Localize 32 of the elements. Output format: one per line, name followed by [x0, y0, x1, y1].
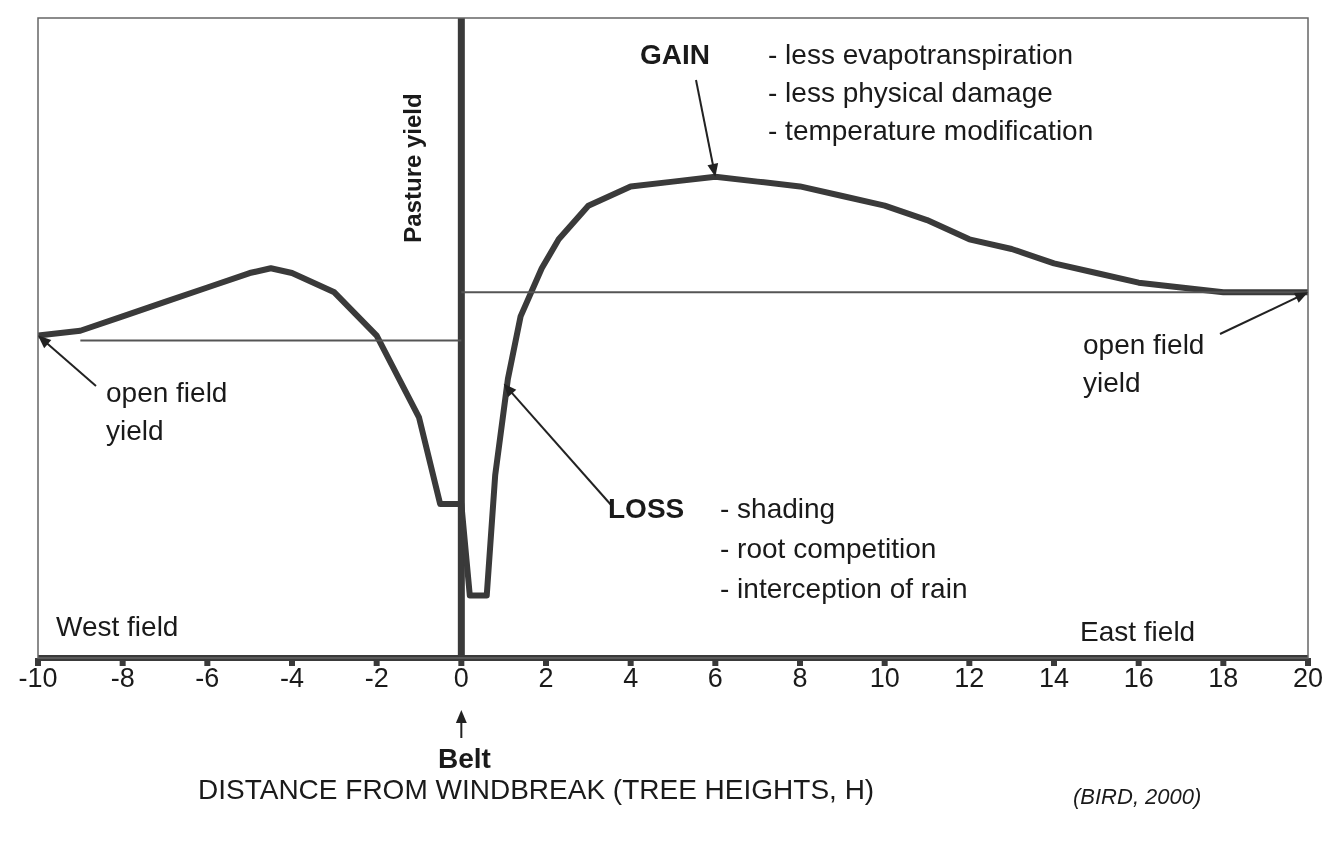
- x-tick-label: -10: [18, 663, 58, 694]
- x-tick-label: 10: [869, 663, 900, 694]
- annotation: open field yield: [1083, 328, 1206, 400]
- annotation: East field: [1080, 615, 1196, 649]
- x-tick-label: 20: [1292, 663, 1324, 694]
- x-tick-label: -8: [110, 663, 135, 694]
- x-tick-label: 0: [453, 663, 469, 694]
- annotation: - shading: [720, 492, 836, 526]
- x-tick-label: 18: [1208, 663, 1239, 694]
- annotation: open field yield: [106, 376, 229, 448]
- text: - less physical damage: [768, 76, 1053, 110]
- x-axis-title: DISTANCE FROM WINDBREAK (TREE HEIGHTS, H): [198, 774, 875, 806]
- x-tick-label: 2: [538, 663, 554, 694]
- x-tick-label: 14: [1038, 663, 1070, 694]
- x-tick-label: -4: [279, 663, 305, 694]
- y-axis-title: Pasture yield: [399, 93, 427, 243]
- text: - temperature modification: [768, 114, 1094, 148]
- text: (BIRD, 2000): [1073, 783, 1202, 811]
- annotation: West field: [56, 610, 179, 644]
- x-tick-label: -2: [364, 663, 389, 694]
- x-tick-label: -6: [195, 663, 220, 694]
- annotation: LOSS: [608, 492, 685, 526]
- annotation: GAIN: [640, 38, 710, 72]
- annotation: - interception of rain: [720, 572, 968, 606]
- x-tick-label: 6: [707, 663, 723, 694]
- x-tick-label: 16: [1123, 663, 1154, 694]
- x-tick-label: 12: [954, 663, 985, 694]
- text: Belt: [438, 742, 491, 776]
- annotation: - root competition: [720, 532, 937, 566]
- text: - less evapotranspiration: [768, 38, 1074, 72]
- x-tick-label: 8: [792, 663, 808, 694]
- x-tick-label: 4: [623, 663, 639, 694]
